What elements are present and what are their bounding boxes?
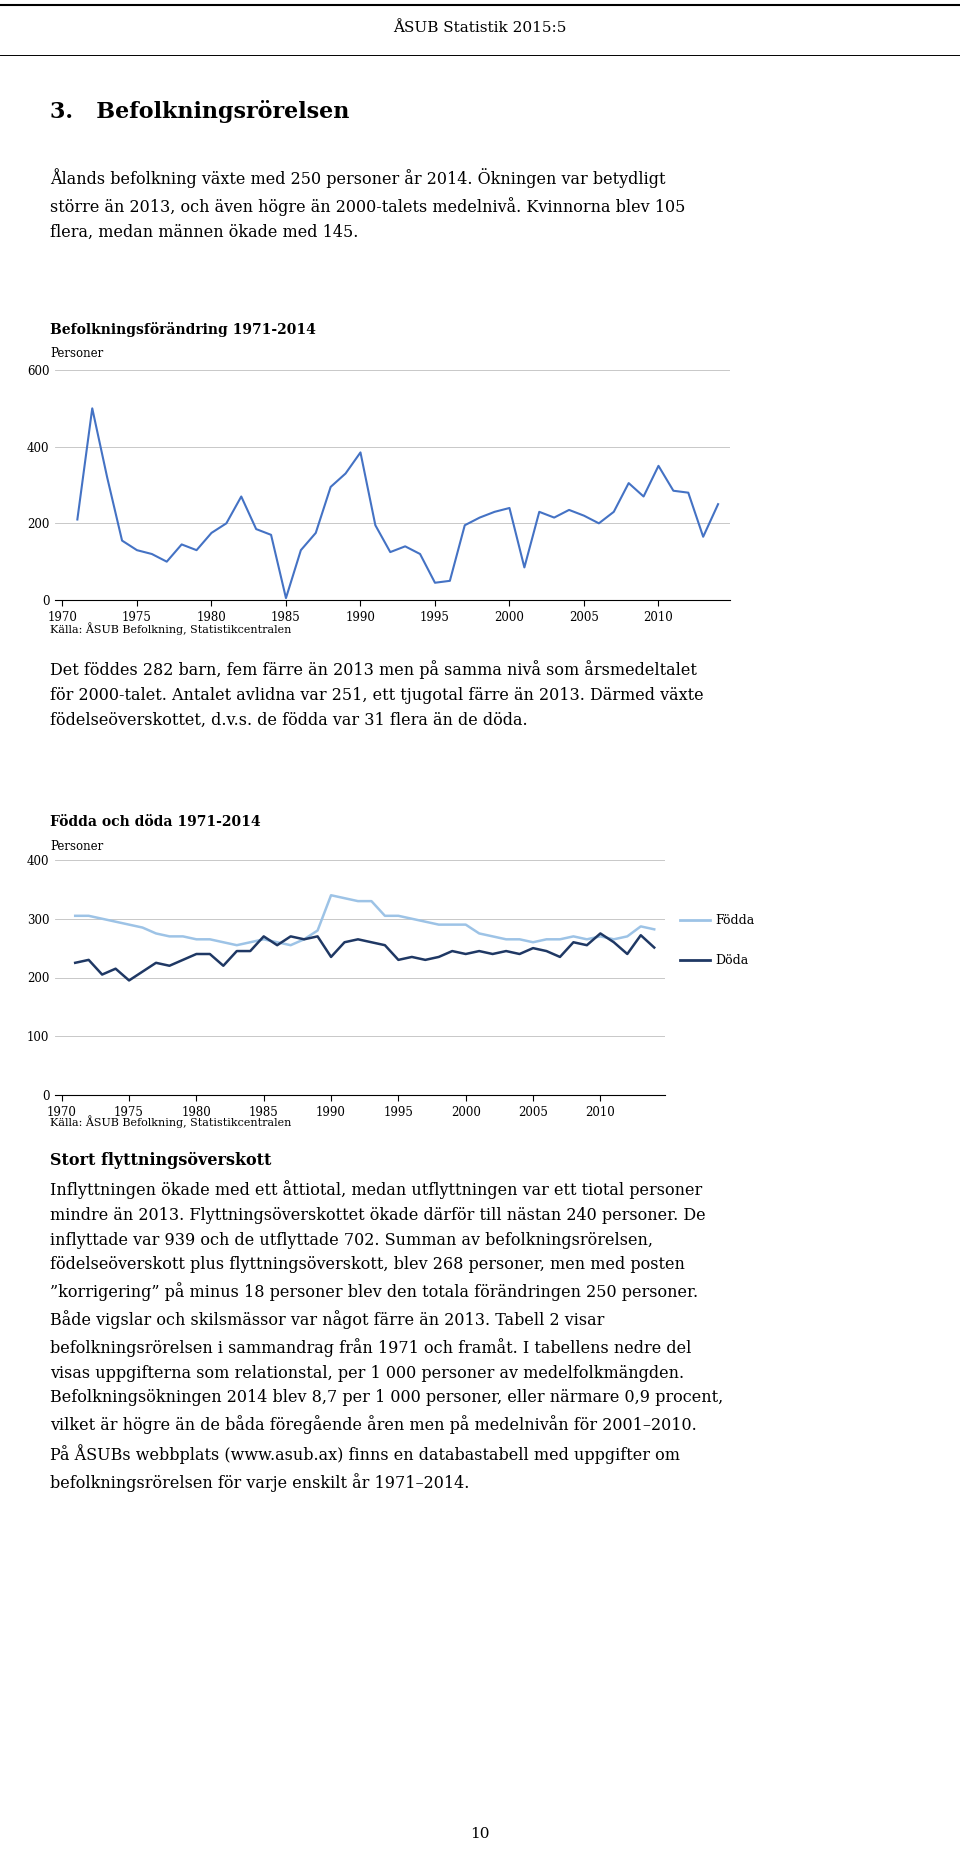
Text: Födda och döda 1971-2014: Födda och döda 1971-2014 <box>50 815 260 829</box>
Text: Personer: Personer <box>50 841 104 854</box>
Text: Ålands befolkning växte med 250 personer år 2014. Ökningen var betydligt
större : Ålands befolkning växte med 250 personer… <box>50 168 685 240</box>
Text: ÅSUB Statistik 2015:5: ÅSUB Statistik 2015:5 <box>394 21 566 35</box>
Text: Personer: Personer <box>50 347 104 360</box>
Text: Källa: ÅSUB Befolkning, Statistikcentralen: Källa: ÅSUB Befolkning, Statistikcentral… <box>50 623 292 636</box>
Text: Döda: Döda <box>715 954 748 967</box>
Text: Stort flyttningsöverskott: Stort flyttningsöverskott <box>50 1152 272 1169</box>
Text: 3.   Befolkningsrörelsen: 3. Befolkningsrörelsen <box>50 101 349 123</box>
Text: Födda: Födda <box>715 913 755 926</box>
Text: Det föddes 282 barn, fem färre än 2013 men på samma nivå som årsmedeltalet
för 2: Det föddes 282 barn, fem färre än 2013 m… <box>50 660 704 729</box>
Text: 10: 10 <box>470 1827 490 1842</box>
Text: Inflyttningen ökade med ett åttiotal, medan utflyttningen var ett tiotal persone: Inflyttningen ökade med ett åttiotal, me… <box>50 1180 723 1491</box>
Text: Befolkningsförändring 1971-2014: Befolkningsförändring 1971-2014 <box>50 322 316 337</box>
Text: Källa: ÅSUB Befolkning, Statistikcentralen: Källa: ÅSUB Befolkning, Statistikcentral… <box>50 1115 292 1128</box>
